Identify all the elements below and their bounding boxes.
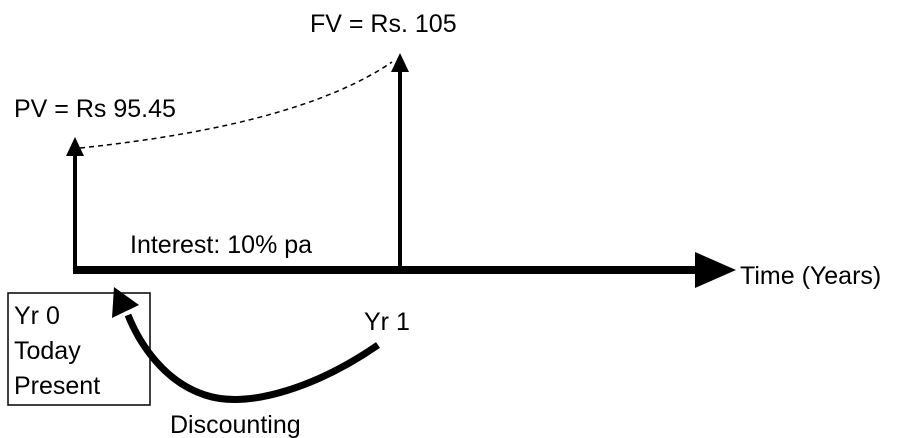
- growth-curve: [79, 61, 393, 149]
- year0-label: Present: [14, 372, 100, 400]
- pv-label: PV = Rs 95.45: [14, 95, 176, 123]
- discount-arrow: [124, 313, 380, 403]
- fv-arrowhead: [391, 53, 409, 72]
- year1-label: Yr 1: [364, 308, 410, 336]
- pv-arrowhead: [66, 137, 84, 156]
- year0-label: Yr 0: [14, 302, 60, 330]
- interest-label: Interest: 10% pa: [130, 231, 312, 259]
- discount-arrowhead: [112, 287, 139, 318]
- axis-label: Time (Years): [740, 262, 881, 290]
- process-label: Discounting: [170, 411, 301, 438]
- axis-arrowhead: [695, 252, 736, 288]
- year0-label: Today: [14, 337, 81, 365]
- fv-label: FV = Rs. 105: [310, 10, 457, 38]
